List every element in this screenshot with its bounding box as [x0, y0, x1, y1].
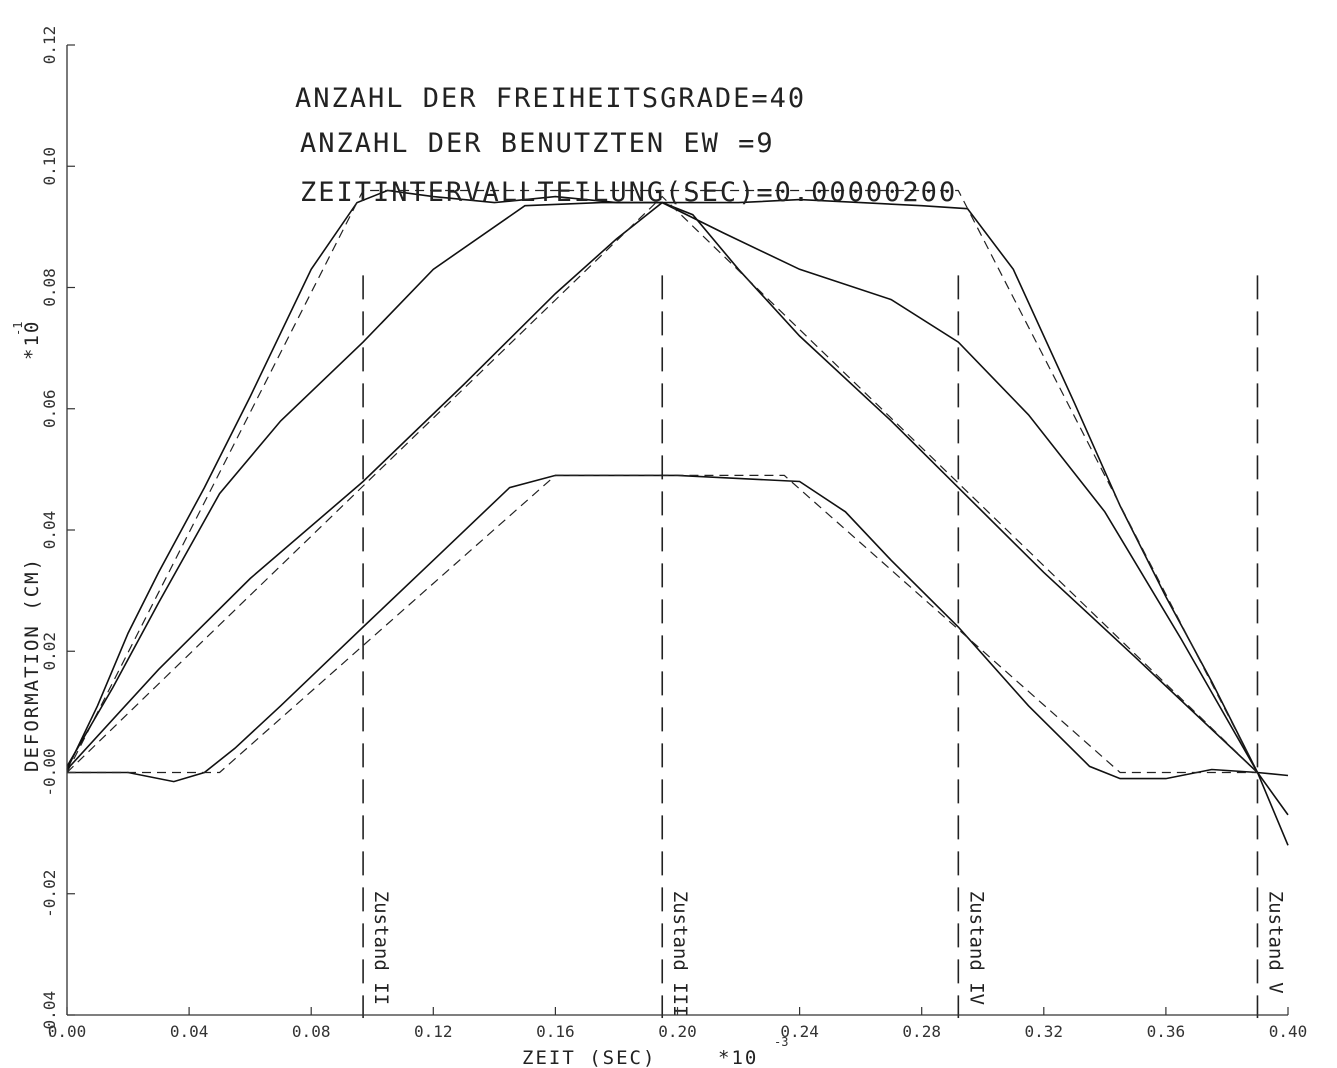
y-tick-label: 0.02 [40, 632, 59, 671]
series-line [67, 474, 1289, 783]
y-tick-label: 0.04 [40, 511, 59, 550]
series-reference-line [66, 189, 1259, 773]
state-marker-label: Zustand V [1264, 891, 1286, 994]
y-tick-label: 0.10 [40, 147, 59, 186]
x-tick-label: 0.36 [1147, 1022, 1186, 1041]
series-reference-line [66, 195, 1258, 773]
x-tick-label: 0.12 [414, 1022, 453, 1041]
annotation-dof: ANZAHL DER FREIHEITSGRADE=40 [295, 83, 806, 114]
y-scale-exponent: -1 [11, 322, 25, 336]
x-tick-label: 0.16 [536, 1022, 575, 1041]
x-tick-label: 0.24 [780, 1022, 819, 1041]
plot-area: Zustand II Zustand III Zustand IV Zustand V [66, 189, 1289, 1019]
series-reference-line [67, 474, 1258, 774]
x-tick-label: 0.08 [292, 1022, 331, 1041]
series-line [66, 201, 1259, 774]
x-tick-label: 0.28 [902, 1022, 941, 1041]
y-tick-label: 0.08 [40, 268, 59, 307]
x-tick-label: 0.20 [658, 1022, 697, 1041]
state-marker-label: Zustand IV [965, 891, 987, 1005]
state-marker-label: Zustand II [370, 891, 392, 1005]
y-tick-label: 0.06 [40, 389, 59, 428]
y-tick-label: 0.12 [40, 26, 59, 65]
y-tick-label: -0.00 [40, 748, 59, 796]
annotation-block: ANZAHL DER FREIHEITSGRADE=40 ANZAHL DER … [295, 83, 957, 208]
x-tick-label: 0.32 [1025, 1022, 1064, 1041]
x-axis-title: ZEIT (SEC) [522, 1047, 656, 1068]
y-tick-label: -0.02 [40, 870, 59, 918]
y-axis-title: DEFORMATION (CM) [21, 557, 43, 772]
x-scale-exponent: -3 [774, 1035, 788, 1049]
x-scale-label: *10 [718, 1047, 758, 1068]
y-scale-label: *10 [21, 320, 43, 360]
y-tick-label: -0.04 [40, 991, 59, 1039]
axes: 0.00 0.04 0.08 0.12 0.16 0.20 0.24 0.28 0.32 0.36… [40, 26, 1307, 1041]
state-marker-label: Zustand III [669, 891, 691, 1017]
annotation-interval: ZEITINTERVALLTEILUNG(SEC)=0.00000200 [300, 177, 957, 208]
x-tick-label: 0.40 [1269, 1022, 1308, 1041]
x-tick-label: 0.00 [48, 1022, 87, 1041]
series-line [66, 201, 1289, 846]
series-line [66, 189, 1289, 816]
annotation-ew: ANZAHL DER BENUTZTEN EW =9 [300, 128, 775, 159]
x-tick-label: 0.04 [170, 1022, 209, 1041]
